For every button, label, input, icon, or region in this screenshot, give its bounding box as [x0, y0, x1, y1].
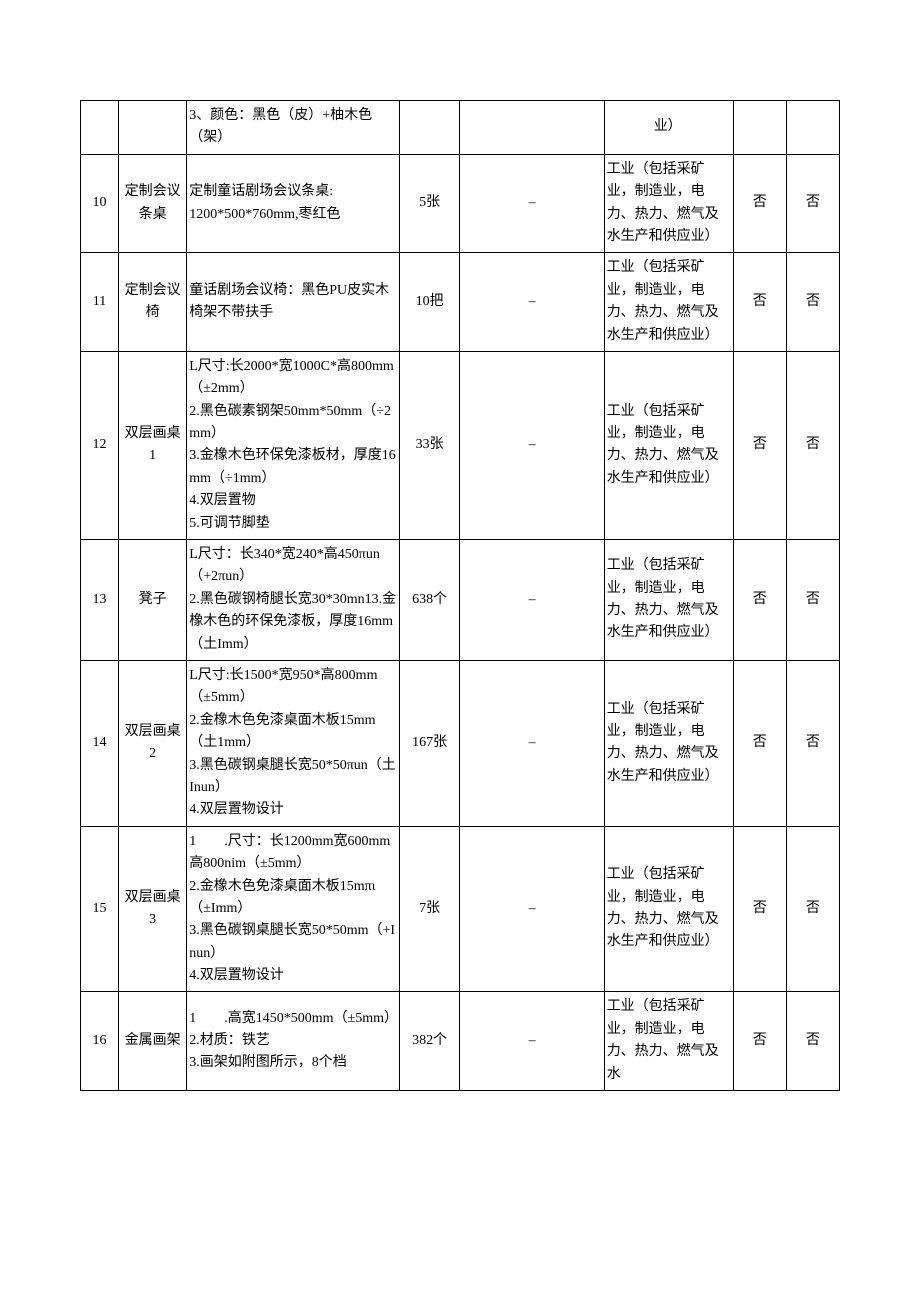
- cell-qty: 10把: [399, 253, 460, 352]
- cell-name: 定制会议条桌: [118, 154, 186, 253]
- cell-name: 凳子: [118, 540, 186, 661]
- cell-spec: 定制童话剧场会议条桌:1200*500*760mm,枣红色: [187, 154, 400, 253]
- cell-spec: L尺寸:长2000*宽1000C*高800mm（±2mm）2.黑色碳素钢架50m…: [187, 351, 400, 539]
- cell-yn1: 否: [733, 154, 786, 253]
- cell-spec: 1 .高宽1450*500mm（±5mm）2.材质：铁艺3.画架如附图所示，8个…: [187, 992, 400, 1091]
- cell-name: 金属画架: [118, 992, 186, 1091]
- cell-no: 14: [81, 660, 119, 826]
- cell-spec: L尺寸:长1500*宽950*高800mm（±5mm）2.金橡木色免漆桌面木板1…: [187, 660, 400, 826]
- cell-name: 双层画桌3: [118, 826, 186, 992]
- cell-no: 12: [81, 351, 119, 539]
- table-row: 16金属画架1 .高宽1450*500mm（±5mm）2.材质：铁艺3.画架如附…: [81, 992, 840, 1091]
- table-row: 13凳子L尺寸：长340*宽240*高450πun（+2πun）2.黑色碳钢椅腿…: [81, 540, 840, 661]
- cell-yn1: 否: [733, 253, 786, 352]
- cell-blank: –: [460, 154, 604, 253]
- cell-blank: –: [460, 992, 604, 1091]
- cell-qty: 7张: [399, 826, 460, 992]
- cell-no: 11: [81, 253, 119, 352]
- cell-industry: 工业（包括采矿业，制造业，电力、热力、燃气及水生产和供应业）: [604, 826, 733, 992]
- cell-yn2: 否: [786, 992, 839, 1091]
- cell-yn2: 否: [786, 154, 839, 253]
- cell-yn2: 否: [786, 660, 839, 826]
- cell-qty: 33张: [399, 351, 460, 539]
- cell-industry: 工业（包括采矿业，制造业，电力、热力、燃气及水生产和供应业）: [604, 660, 733, 826]
- table-row: 15双层画桌31 .尺寸：长1200mm宽600mm高800nim（±5mm）2…: [81, 826, 840, 992]
- cell-industry: 工业（包括采矿业，制造业，电力、热力、燃气及水生产和供应业）: [604, 253, 733, 352]
- cell-yn1: 否: [733, 992, 786, 1091]
- cell-industry: 工业（包括采矿业，制造业，电力、热力、燃气及水生产和供应业）: [604, 351, 733, 539]
- cell-yn2: 否: [786, 826, 839, 992]
- cell-qty: 167张: [399, 660, 460, 826]
- cell-blank: –: [460, 660, 604, 826]
- table-row: 12双层画桌1L尺寸:长2000*宽1000C*高800mm（±2mm）2.黑色…: [81, 351, 840, 539]
- cell-yn1: 否: [733, 660, 786, 826]
- cell-industry: 业）: [604, 101, 733, 155]
- cell-yn2: 否: [786, 540, 839, 661]
- cell-spec: L尺寸：长340*宽240*高450πun（+2πun）2.黑色碳钢椅腿长宽30…: [187, 540, 400, 661]
- cell-spec: 童话剧场会议椅：黑色PU皮实木椅架不带扶手: [187, 253, 400, 352]
- spec-table: 3、颜色：黑色（皮）+柚木色（架）业）10定制会议条桌定制童话剧场会议条桌:12…: [80, 100, 840, 1091]
- cell-industry: 工业（包括采矿业，制造业，电力、热力、燃气及水生产和供应业）: [604, 540, 733, 661]
- cell-blank: –: [460, 253, 604, 352]
- cell-name: 定制会议椅: [118, 253, 186, 352]
- table-body: 3、颜色：黑色（皮）+柚木色（架）业）10定制会议条桌定制童话剧场会议条桌:12…: [81, 101, 840, 1091]
- cell-blank: [460, 101, 604, 155]
- table-row: 11定制会议椅童话剧场会议椅：黑色PU皮实木椅架不带扶手10把–工业（包括采矿业…: [81, 253, 840, 352]
- cell-blank: –: [460, 826, 604, 992]
- cell-industry: 工业（包括采矿业，制造业，电力、热力、燃气及水: [604, 992, 733, 1091]
- cell-blank: –: [460, 540, 604, 661]
- cell-qty: 382个: [399, 992, 460, 1091]
- cell-name: 双层画桌1: [118, 351, 186, 539]
- cell-no: 15: [81, 826, 119, 992]
- cell-yn1: [733, 101, 786, 155]
- cell-industry: 工业（包括采矿业，制造业，电力、热力、燃气及水生产和供应业）: [604, 154, 733, 253]
- table-row: 10定制会议条桌定制童话剧场会议条桌:1200*500*760mm,枣红色5张–…: [81, 154, 840, 253]
- cell-yn1: 否: [733, 826, 786, 992]
- cell-yn2: 否: [786, 351, 839, 539]
- cell-yn2: 否: [786, 253, 839, 352]
- cell-name: [118, 101, 186, 155]
- cell-qty: 5张: [399, 154, 460, 253]
- cell-spec: 1 .尺寸：长1200mm宽600mm高800nim（±5mm）2.金橡木色免漆…: [187, 826, 400, 992]
- cell-no: [81, 101, 119, 155]
- table-row: 14双层画桌2L尺寸:长1500*宽950*高800mm（±5mm）2.金橡木色…: [81, 660, 840, 826]
- cell-no: 16: [81, 992, 119, 1091]
- cell-qty: 638个: [399, 540, 460, 661]
- cell-no: 10: [81, 154, 119, 253]
- cell-spec: 3、颜色：黑色（皮）+柚木色（架）: [187, 101, 400, 155]
- cell-yn1: 否: [733, 351, 786, 539]
- cell-blank: –: [460, 351, 604, 539]
- cell-name: 双层画桌2: [118, 660, 186, 826]
- cell-no: 13: [81, 540, 119, 661]
- cell-yn1: 否: [733, 540, 786, 661]
- cell-qty: [399, 101, 460, 155]
- table-row: 3、颜色：黑色（皮）+柚木色（架） 业）: [81, 101, 840, 155]
- cell-yn2: [786, 101, 839, 155]
